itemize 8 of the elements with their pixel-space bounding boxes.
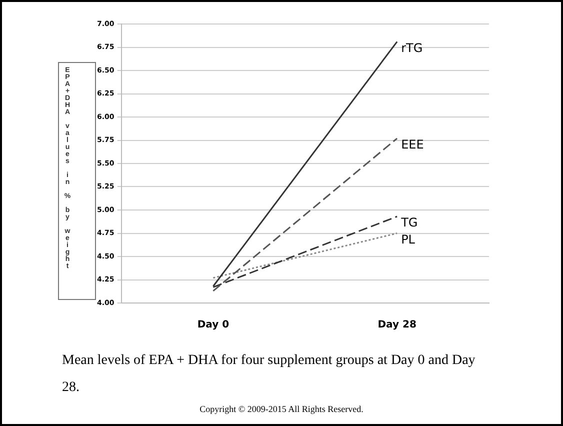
x-tick-label: Day 28 — [378, 320, 416, 331]
series-label: PL — [401, 232, 416, 246]
series-label: EEE — [401, 138, 424, 152]
series-label: TG — [400, 216, 418, 230]
text: Mean levels of EPA + DHA for four supplement groups at Day 0 and Day 28. — [62, 352, 476, 397]
text: Copyright © 2009-2015 All Rights Reserved. — [198, 404, 364, 414]
series-label: rTG — [401, 40, 423, 55]
x-tick-label: Day 0 — [197, 320, 230, 331]
